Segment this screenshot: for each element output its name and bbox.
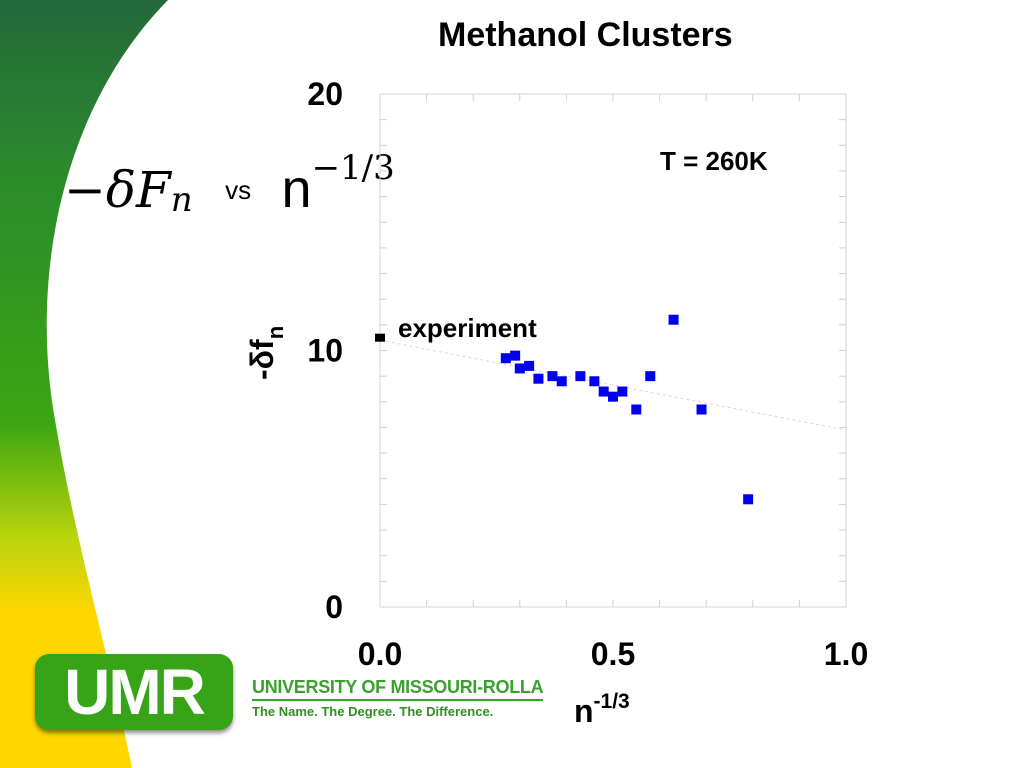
y-tick-label: 10 [307,333,343,369]
x-axis-label: n-1/3 [574,690,630,729]
university-tagline: The Name. The Degree. The Difference. [252,704,494,719]
data-point [524,360,535,371]
formula-lhs: −δF [64,161,171,219]
data-point [743,494,754,505]
trend-line [379,339,847,431]
data-point [617,386,628,397]
data-point [608,391,618,402]
x-tick-label: 0.0 [358,636,402,672]
umr-logo: UMR [35,654,233,730]
formula-rhs-exponent: −1/3 [311,148,395,188]
data-point [510,350,521,361]
data-point [631,404,642,415]
data-point [500,353,511,364]
experiment-annotation: experiment [398,313,537,343]
data-point [645,371,656,382]
y-tick-label: 0 [325,589,343,625]
data-point [668,314,679,325]
formula-vs: vs [225,175,252,205]
umr-logo-text: UMR [64,656,206,728]
y-tick-label: 20 [307,76,343,112]
x-tick-label: 1.0 [824,636,868,672]
university-name: UNIVERSITY OF MISSOURI-ROLLA [252,677,544,701]
formula-lhs-subscript: n [170,180,193,221]
green-yellow-swoosh [0,0,168,768]
data-point [547,371,558,382]
plot-frame [379,93,847,608]
data-point [598,386,609,397]
formula-rhs: n [281,159,312,219]
temperature-annotation: T = 260K [660,146,768,176]
data-point [575,371,586,382]
x-tick-label: 0.5 [591,636,635,672]
formula-headline: −δFn vs n−1/3 [64,148,395,220]
slide-title: Methanol Clusters [438,16,733,54]
data-point [533,373,544,384]
data-point [696,404,707,415]
data-point [589,376,600,387]
y-axis-label: -δfn [244,326,288,380]
data-point [514,363,525,374]
experiment-marker [375,333,385,342]
data-point [556,376,567,387]
